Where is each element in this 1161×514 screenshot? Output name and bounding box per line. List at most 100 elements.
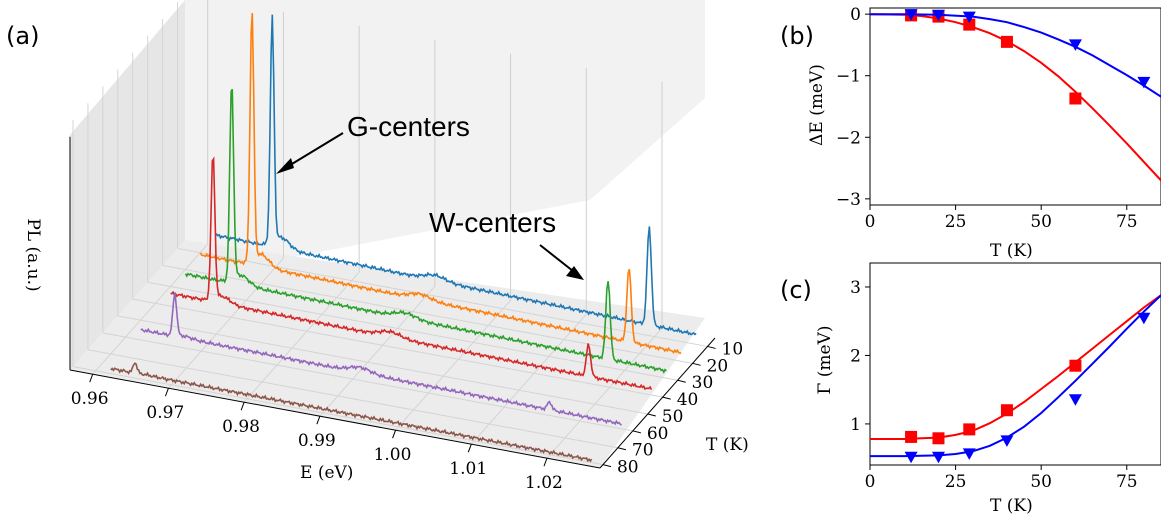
x-tick-label: 25 <box>945 212 967 232</box>
data-point-square <box>1000 35 1013 48</box>
grid-line-floor-e <box>243 271 360 403</box>
y-tick-label: 60 <box>647 424 669 444</box>
y-tick-label: −2 <box>836 128 861 148</box>
data-point-square <box>932 432 945 445</box>
data-point-triangle <box>1000 435 1014 447</box>
spectrum-80K <box>110 362 593 463</box>
y-tick-mark <box>662 396 671 400</box>
data-point-triangle <box>962 448 976 460</box>
panel-label-c: (c) <box>780 276 812 304</box>
y-tick-mark <box>617 447 627 451</box>
waterfall-plot: 0.96 0.97 0.98 0.99 1.00 1.01 1.02 102030405060… <box>23 0 749 493</box>
grid-line-floor-t <box>87 349 619 449</box>
y-tick-label: 80 <box>617 458 639 478</box>
y-tick-label: 30 <box>692 373 714 393</box>
x-tick-label: 50 <box>1030 472 1052 492</box>
annotation-arrowhead-g <box>276 158 294 174</box>
x-tick-label: 1.01 <box>449 459 487 479</box>
annotation-g-centers: G-centers <box>347 111 470 142</box>
data-point-triangle <box>962 11 976 24</box>
y-tick-label: −3 <box>836 190 861 210</box>
data-point-square <box>905 430 918 443</box>
x-axis-line <box>69 369 601 469</box>
data-point-square <box>1069 359 1082 372</box>
axis-ticks-c: 0 25 50 75 1 2 3 <box>850 278 1137 492</box>
x-tick-mark <box>240 402 245 411</box>
axis-ticks-b: 0 25 50 75 0 −1 −2 −3 <box>836 5 1138 232</box>
side-wall <box>70 0 185 370</box>
series-c <box>870 294 1161 464</box>
grid-line-floor-e <box>319 285 436 417</box>
x-tick-mark <box>543 458 548 467</box>
x-axis-label-c: T (K) <box>990 496 1033 514</box>
spectrum-10K <box>214 14 697 336</box>
x-tick-mark <box>467 444 472 453</box>
gamma-plot: 0 25 50 75 1 2 3 T (K) Γ (meV) <box>815 262 1161 514</box>
x-axis-label: E (eV) <box>300 463 353 483</box>
x-tick-label: 75 <box>1116 212 1138 232</box>
fit-line-1 <box>870 13 1161 98</box>
x-tick-label: 0.96 <box>71 389 109 409</box>
x-tick-label: 0.97 <box>146 403 184 423</box>
y-axis-label-c: Γ (meV) <box>815 326 835 395</box>
y-axis-label: T (K) <box>706 435 749 455</box>
y-tick-label: 70 <box>632 441 654 461</box>
x-tick-label: 0 <box>865 212 876 232</box>
floor-pane <box>70 240 705 468</box>
grid-line-floor-t <box>177 247 708 347</box>
data-point-triangle <box>931 9 945 22</box>
y-tick-mark <box>647 413 656 417</box>
spectrum-60K <box>140 292 622 426</box>
data-point-triangle <box>931 451 945 464</box>
annotation-w-centers: W-centers <box>429 207 556 238</box>
plot-frame-c <box>869 262 1161 466</box>
data-point-triangle <box>1068 39 1082 51</box>
x-tick-label: 0.98 <box>222 417 260 437</box>
grid-line-floor-t <box>147 281 678 381</box>
x-tick-mark <box>392 430 397 439</box>
y-tick-mark <box>677 379 686 383</box>
data-point-square <box>963 423 976 436</box>
x-tick-mark <box>316 416 321 425</box>
grid-lines <box>72 0 708 466</box>
y-axis-line <box>599 337 716 469</box>
axes-3d <box>69 136 716 469</box>
y-tick-mark <box>602 464 612 468</box>
spectrum-40K <box>170 156 653 391</box>
spectra <box>110 12 697 463</box>
y-tick-label: 40 <box>677 390 699 410</box>
fit-line-0 <box>870 294 1161 440</box>
annotation-arrowhead-w <box>566 266 584 280</box>
y-tick-label: 2 <box>850 346 861 366</box>
x-tick-label: 75 <box>1116 472 1138 492</box>
grid-line-floor-e <box>395 299 511 431</box>
data-point-triangle <box>1068 394 1082 406</box>
y-tick-mark <box>707 345 716 349</box>
x-tick-label: 0.99 <box>298 431 336 451</box>
x-axis-label-b: T (K) <box>990 241 1033 261</box>
grid-line-floor-e <box>92 243 209 375</box>
x-tick-label: 0 <box>865 472 876 492</box>
x-tick-label: 1.00 <box>374 445 412 465</box>
delta-e-plot: 0 25 50 75 0 −1 −2 −3 T (K) ΔE (meV) <box>807 5 1161 261</box>
y-tick-mark <box>632 430 641 434</box>
y-tick-label: 20 <box>707 356 729 376</box>
x-tick-label: 25 <box>945 472 967 492</box>
x-tick-label: 1.02 <box>525 473 563 493</box>
series-b <box>870 9 1161 182</box>
panel-label-a: (a) <box>6 22 39 50</box>
spectrum-20K <box>199 12 682 354</box>
tick-labels: 0.96 0.97 0.98 0.99 1.00 1.01 1.02 102030405060… <box>71 339 743 493</box>
y-tick-label: 1 <box>850 415 861 435</box>
grid-line-floor-t <box>102 332 633 432</box>
fit-line-0 <box>870 13 1161 182</box>
data-point-triangle <box>1137 76 1151 89</box>
data-point-triangle <box>904 9 918 21</box>
y-tick-label: 3 <box>850 278 861 298</box>
y-axis-label-b: ΔE (meV) <box>807 64 827 146</box>
grid-line-floor-e <box>168 257 284 389</box>
z-axis-label: PL (a.u.) <box>23 218 43 291</box>
data-point-square <box>1000 404 1013 417</box>
grid-line-floor-e <box>546 327 663 459</box>
